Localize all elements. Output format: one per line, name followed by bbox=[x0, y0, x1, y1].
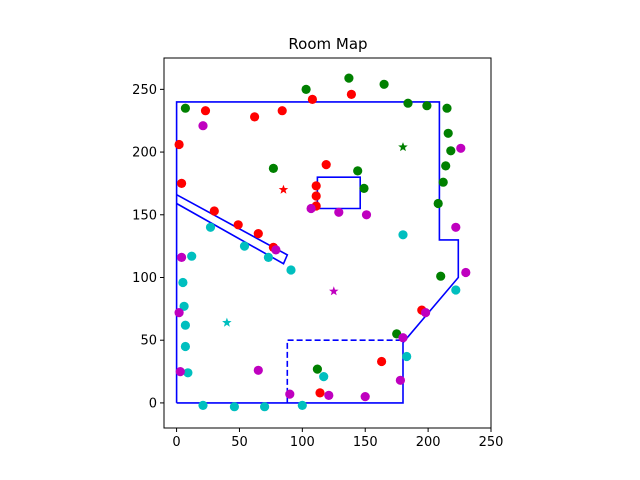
y-tick-label: 0 bbox=[149, 396, 157, 411]
y-tick-label: 200 bbox=[132, 146, 157, 161]
x-tick-label: 200 bbox=[416, 435, 441, 450]
green-point bbox=[438, 177, 448, 187]
cyan-point bbox=[180, 320, 190, 330]
green-point bbox=[312, 364, 322, 374]
magenta-point bbox=[285, 389, 295, 399]
cyan-star-marker bbox=[222, 317, 232, 327]
y-tick-label: 250 bbox=[132, 83, 157, 98]
red-point bbox=[311, 181, 321, 191]
cyan-point bbox=[398, 230, 408, 240]
red-point bbox=[174, 139, 184, 150]
cyan-point bbox=[451, 285, 461, 295]
x-tick-label: 0 bbox=[172, 435, 180, 450]
magenta-point bbox=[175, 367, 185, 377]
red-point bbox=[346, 89, 356, 99]
cyan-point bbox=[260, 402, 270, 412]
cyan-point bbox=[178, 277, 188, 288]
cyan-point bbox=[187, 251, 197, 261]
red-point bbox=[253, 229, 263, 239]
magenta-point bbox=[253, 365, 263, 375]
x-tick-label: 50 bbox=[231, 435, 248, 450]
cyan-point bbox=[198, 400, 208, 410]
chart-title: Room Map bbox=[288, 35, 367, 53]
cyan-point bbox=[319, 372, 329, 382]
magenta-point bbox=[361, 210, 372, 220]
red-point bbox=[311, 191, 321, 201]
x-tick-label: 100 bbox=[290, 435, 315, 450]
cyan-point bbox=[179, 301, 189, 311]
red-point bbox=[315, 388, 325, 398]
green-point bbox=[379, 79, 389, 89]
magenta-point bbox=[360, 392, 370, 402]
red-point bbox=[209, 206, 219, 216]
red-point bbox=[321, 160, 331, 170]
green-point bbox=[422, 101, 432, 111]
green-point bbox=[441, 161, 451, 171]
red-point bbox=[177, 178, 187, 188]
plot-frame bbox=[163, 57, 492, 429]
magenta-point bbox=[306, 203, 316, 214]
green-point bbox=[353, 166, 363, 176]
magenta-point bbox=[456, 143, 466, 153]
red-point bbox=[250, 112, 260, 122]
green-point bbox=[180, 103, 190, 113]
cyan-point bbox=[205, 222, 216, 232]
cyan-point bbox=[183, 368, 193, 378]
points-layer bbox=[174, 73, 471, 412]
green-point bbox=[433, 198, 443, 209]
green-point bbox=[436, 271, 446, 281]
magenta-point bbox=[198, 121, 208, 131]
magenta-star-marker bbox=[329, 286, 339, 296]
red-star-marker bbox=[278, 184, 289, 194]
wall-line-2 bbox=[176, 193, 289, 265]
cyan-point bbox=[286, 265, 296, 275]
cyan-point bbox=[180, 341, 190, 352]
cyan-point bbox=[239, 241, 250, 251]
magenta-point bbox=[177, 252, 187, 262]
magenta-point bbox=[398, 333, 408, 343]
magenta-point bbox=[421, 308, 431, 318]
green-point bbox=[442, 103, 452, 113]
wall-line-3 bbox=[286, 339, 403, 403]
x-tick-label: 150 bbox=[353, 435, 378, 450]
y-tick-label: 100 bbox=[132, 271, 157, 286]
magenta-point bbox=[271, 245, 281, 255]
cyan-point bbox=[402, 351, 412, 362]
cyan-point bbox=[297, 400, 307, 410]
y-tick-label: 50 bbox=[140, 334, 157, 349]
red-point bbox=[233, 220, 243, 230]
magenta-point bbox=[461, 267, 471, 278]
cyan-point bbox=[229, 402, 239, 412]
red-point bbox=[307, 94, 317, 104]
magenta-point bbox=[395, 375, 405, 385]
magenta-point bbox=[334, 207, 344, 217]
y-axis: 0 50 100 150 200 250 bbox=[132, 83, 164, 411]
green-point bbox=[268, 163, 278, 173]
red-point bbox=[277, 106, 287, 116]
red-point bbox=[377, 356, 387, 367]
green-point bbox=[403, 98, 413, 108]
y-tick-label: 150 bbox=[132, 208, 157, 223]
green-point bbox=[301, 84, 311, 94]
magenta-point bbox=[451, 222, 461, 232]
green-point bbox=[359, 183, 369, 193]
green-star-marker bbox=[398, 142, 408, 152]
red-point bbox=[200, 106, 211, 116]
magenta-point bbox=[324, 390, 334, 400]
x-axis: 0 50 100 150 200 250 bbox=[172, 428, 503, 450]
cyan-point bbox=[263, 252, 273, 262]
green-point bbox=[443, 128, 453, 138]
stars-layer bbox=[222, 142, 408, 327]
magenta-point bbox=[174, 308, 184, 318]
green-point bbox=[446, 146, 456, 156]
green-point bbox=[344, 73, 354, 83]
x-tick-label: 250 bbox=[479, 435, 504, 450]
